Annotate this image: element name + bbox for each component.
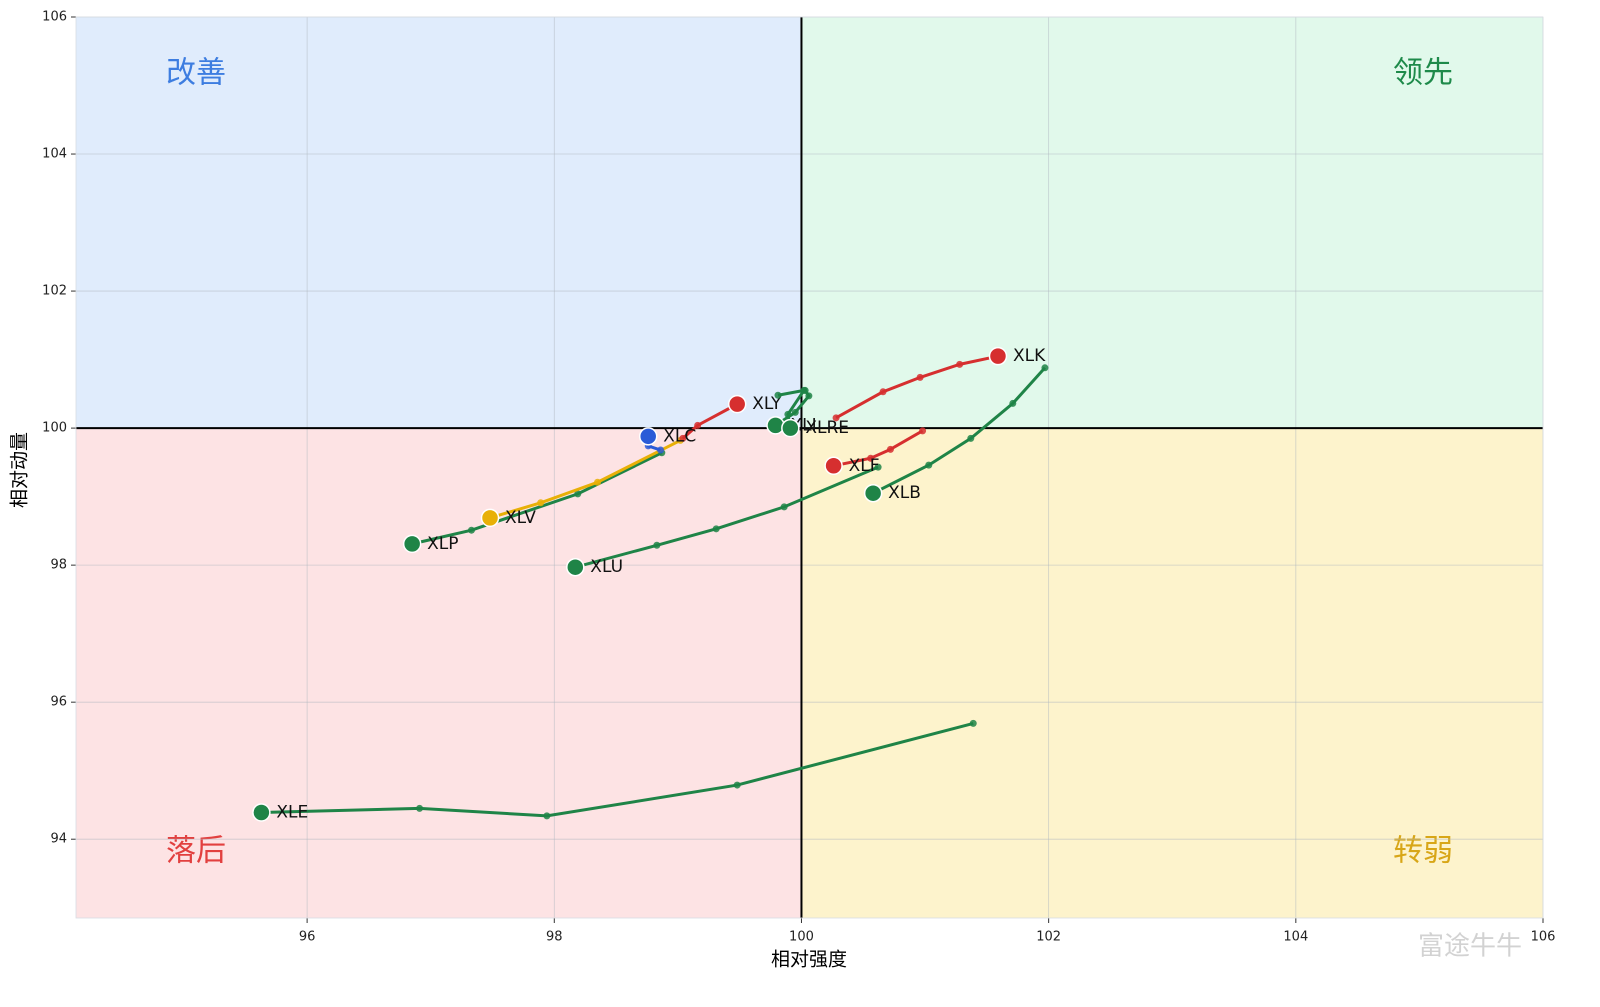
head-point bbox=[402, 534, 422, 554]
trail-point bbox=[774, 391, 782, 399]
head-point bbox=[480, 508, 500, 528]
series-label: XLY bbox=[752, 394, 782, 414]
trail-point bbox=[653, 541, 661, 549]
trail-point bbox=[780, 503, 788, 511]
x-tick-label: 98 bbox=[546, 930, 563, 945]
trail-point bbox=[967, 434, 975, 442]
trail-point bbox=[537, 499, 545, 507]
series-label: XLB bbox=[888, 483, 921, 503]
trail-point bbox=[712, 525, 720, 533]
watermark: 富途牛牛 bbox=[1418, 932, 1522, 962]
x-axis-label: 相对强度 bbox=[771, 949, 847, 971]
head-point bbox=[252, 803, 271, 822]
series-label: XLRE bbox=[805, 418, 849, 438]
y-axis-label: 相对动量 bbox=[9, 432, 31, 508]
trail-point bbox=[925, 461, 933, 469]
trail-point bbox=[467, 526, 475, 534]
head-point bbox=[638, 427, 658, 446]
trail-point bbox=[594, 478, 602, 486]
series-label: XLK bbox=[1013, 346, 1046, 366]
quadrant-label: 领先 bbox=[1393, 56, 1453, 91]
y-tick-label: 102 bbox=[42, 284, 67, 299]
trail-line bbox=[489, 439, 682, 520]
quadrant-background bbox=[801, 428, 1543, 918]
series-label: XLV bbox=[505, 508, 536, 528]
trail-point bbox=[574, 490, 582, 498]
trail-point bbox=[805, 392, 813, 400]
trail-point bbox=[919, 427, 927, 435]
y-tick-label: 96 bbox=[50, 695, 67, 710]
x-tick-label: 104 bbox=[1283, 930, 1308, 945]
trail-point bbox=[956, 360, 964, 368]
trail-point bbox=[969, 719, 977, 727]
quadrant-label: 转弱 bbox=[1393, 834, 1453, 869]
series-label: XLF bbox=[849, 456, 880, 476]
trail-point bbox=[733, 781, 741, 789]
x-tick-label: 102 bbox=[1036, 930, 1061, 945]
head-point bbox=[727, 394, 747, 414]
trail-point bbox=[694, 421, 702, 429]
trail-point bbox=[416, 804, 424, 812]
y-tick-label: 106 bbox=[42, 10, 67, 25]
x-tick-label: 100 bbox=[789, 930, 814, 945]
trail-point bbox=[832, 414, 840, 422]
series-label: XLP bbox=[427, 534, 458, 554]
trail-point bbox=[886, 445, 894, 453]
trail-point bbox=[679, 434, 687, 442]
trail-point bbox=[791, 408, 799, 416]
head-point bbox=[781, 418, 800, 438]
series-label: XLC bbox=[663, 426, 696, 446]
trail-point bbox=[543, 812, 551, 820]
y-tick-label: 98 bbox=[50, 558, 67, 573]
x-tick-label: 96 bbox=[299, 930, 316, 945]
trail-point bbox=[916, 373, 924, 381]
x-tick-label: 106 bbox=[1531, 930, 1556, 945]
trail-point bbox=[879, 388, 887, 396]
y-tick-label: 94 bbox=[50, 832, 67, 847]
y-tick-label: 104 bbox=[42, 147, 67, 162]
series-label: XLE bbox=[276, 802, 308, 822]
head-point bbox=[566, 557, 585, 577]
series-label: XLU bbox=[590, 557, 623, 577]
trail-point bbox=[800, 386, 808, 394]
trail-point bbox=[867, 454, 875, 462]
quadrant-background bbox=[801, 17, 1543, 429]
trail-line bbox=[411, 451, 663, 546]
trail-line bbox=[833, 429, 924, 468]
quadrant-background bbox=[76, 428, 802, 918]
trail-point bbox=[1041, 364, 1049, 372]
head-point bbox=[766, 416, 785, 435]
head-point bbox=[824, 456, 843, 476]
head-point bbox=[863, 483, 883, 503]
quadrant-label: 改善 bbox=[166, 56, 226, 91]
trail-point bbox=[874, 463, 882, 471]
y-tick-label: 100 bbox=[42, 421, 67, 436]
trail-point bbox=[657, 446, 665, 454]
trail-point bbox=[784, 410, 792, 418]
plot-frame bbox=[75, 16, 1544, 919]
trail-point bbox=[1009, 399, 1017, 407]
head-point bbox=[988, 346, 1008, 366]
quadrant-background bbox=[76, 17, 802, 429]
quadrant-label: 落后 bbox=[166, 834, 226, 869]
